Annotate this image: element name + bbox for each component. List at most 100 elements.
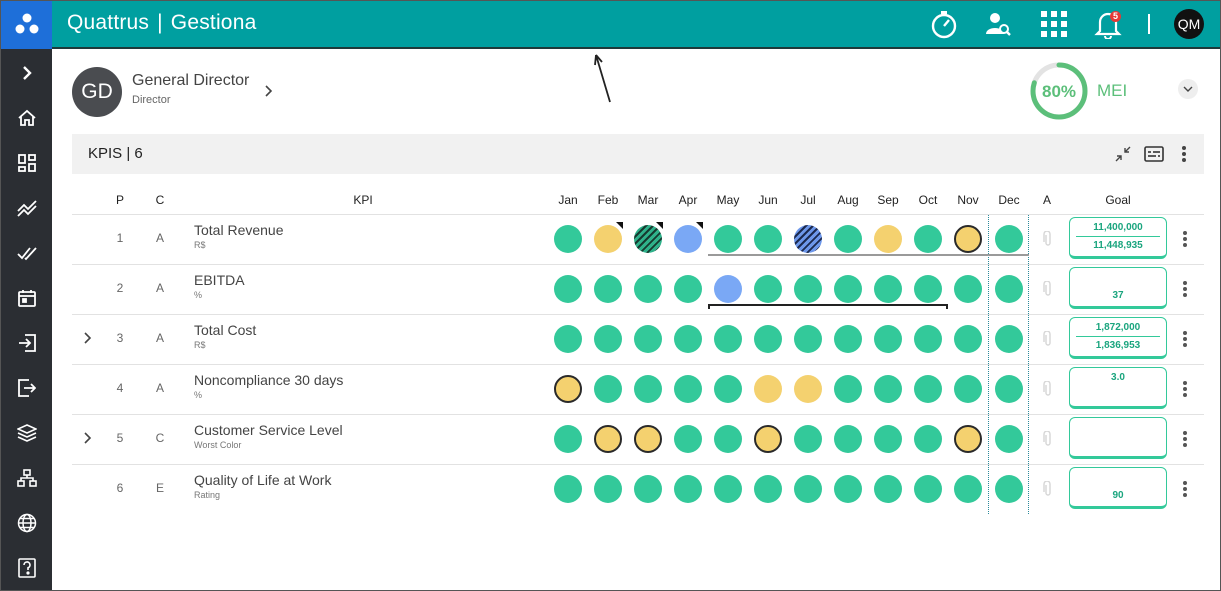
import-icon[interactable] <box>1 323 52 363</box>
status-dot-jul[interactable] <box>794 275 822 303</box>
status-dot-dec[interactable] <box>995 425 1023 453</box>
attachment-icon[interactable] <box>1043 480 1053 502</box>
status-dot-may[interactable] <box>714 325 742 353</box>
status-dot-sep[interactable] <box>874 275 902 303</box>
kpi-name-link[interactable]: Total Revenue <box>194 222 284 238</box>
row-more-options-icon[interactable] <box>1178 479 1192 499</box>
status-dot-dec[interactable] <box>995 325 1023 353</box>
timer-icon[interactable] <box>927 8 961 40</box>
goal-box[interactable]: 1,872,000 1,836,953 <box>1069 317 1167 359</box>
status-dot-jun[interactable] <box>754 425 782 453</box>
subtitles-icon[interactable] <box>1143 143 1165 165</box>
status-dot-apr[interactable] <box>674 375 702 403</box>
logo-icon[interactable] <box>1 1 52 49</box>
attachment-icon[interactable] <box>1043 380 1053 402</box>
status-dot-jan[interactable] <box>554 325 582 353</box>
status-dot-jan[interactable] <box>554 475 582 503</box>
status-dot-sep[interactable] <box>874 375 902 403</box>
status-dot-nov[interactable] <box>954 425 982 453</box>
goal-box[interactable]: 3.0 <box>1069 367 1167 409</box>
expand-sidebar-icon[interactable] <box>1 53 52 93</box>
chevron-down-icon[interactable] <box>1178 79 1198 99</box>
status-dot-mar[interactable] <box>634 475 662 503</box>
kpi-name-link[interactable]: Customer Service Level <box>194 422 343 438</box>
status-dot-jun[interactable] <box>754 375 782 403</box>
status-dot-oct[interactable] <box>914 425 942 453</box>
status-dot-feb[interactable] <box>594 225 622 253</box>
home-icon[interactable] <box>1 98 52 138</box>
status-dot-oct[interactable] <box>914 225 942 253</box>
row-more-options-icon[interactable] <box>1178 379 1192 399</box>
status-dot-oct[interactable] <box>914 275 942 303</box>
status-dot-feb[interactable] <box>594 375 622 403</box>
globe-icon[interactable] <box>1 503 52 543</box>
status-dot-sep[interactable] <box>874 475 902 503</box>
status-dot-nov[interactable] <box>954 375 982 403</box>
status-dot-aug[interactable] <box>834 325 862 353</box>
double-check-icon[interactable] <box>1 233 52 273</box>
attachment-icon[interactable] <box>1043 280 1053 302</box>
status-dot-may[interactable] <box>714 275 742 303</box>
expand-row-chevron-icon[interactable] <box>82 331 94 350</box>
row-more-options-icon[interactable] <box>1178 279 1192 299</box>
status-dot-sep[interactable] <box>874 425 902 453</box>
status-dot-jul[interactable] <box>794 475 822 503</box>
status-dot-jul[interactable] <box>794 225 822 253</box>
status-dot-may[interactable] <box>714 475 742 503</box>
notifications-bell-icon[interactable]: 5 <box>1091 8 1125 40</box>
status-dot-sep[interactable] <box>874 325 902 353</box>
status-dot-oct[interactable] <box>914 375 942 403</box>
status-dot-jan[interactable] <box>554 425 582 453</box>
status-dot-may[interactable] <box>714 225 742 253</box>
attachment-icon[interactable] <box>1043 430 1053 452</box>
row-more-options-icon[interactable] <box>1178 429 1192 449</box>
goal-box[interactable]: 37 <box>1069 267 1167 309</box>
status-dot-apr[interactable] <box>674 325 702 353</box>
status-dot-aug[interactable] <box>834 275 862 303</box>
status-dot-dec[interactable] <box>995 225 1023 253</box>
status-dot-feb[interactable] <box>594 325 622 353</box>
status-dot-apr[interactable] <box>674 225 702 253</box>
status-dot-nov[interactable] <box>954 225 982 253</box>
status-dot-feb[interactable] <box>594 475 622 503</box>
status-dot-mar[interactable] <box>634 325 662 353</box>
user-avatar[interactable]: QM <box>1174 9 1204 39</box>
person-name[interactable]: General Director <box>132 72 250 89</box>
status-dot-jan[interactable] <box>554 225 582 253</box>
collapse-icon[interactable] <box>1112 143 1134 165</box>
status-dot-nov[interactable] <box>954 475 982 503</box>
status-dot-feb[interactable] <box>594 275 622 303</box>
row-more-options-icon[interactable] <box>1178 329 1192 349</box>
status-dot-nov[interactable] <box>954 325 982 353</box>
status-dot-aug[interactable] <box>834 475 862 503</box>
chevron-right-icon[interactable] <box>263 83 275 104</box>
status-dot-jul[interactable] <box>794 325 822 353</box>
help-icon[interactable] <box>1 548 52 588</box>
status-dot-apr[interactable] <box>674 425 702 453</box>
status-dot-jun[interactable] <box>754 325 782 353</box>
row-more-options-icon[interactable] <box>1178 229 1192 249</box>
status-dot-aug[interactable] <box>834 425 862 453</box>
status-dot-dec[interactable] <box>995 375 1023 403</box>
status-dot-may[interactable] <box>714 375 742 403</box>
status-dot-oct[interactable] <box>914 475 942 503</box>
apps-grid-icon[interactable] <box>1037 8 1071 40</box>
status-dot-dec[interactable] <box>995 475 1023 503</box>
goal-box[interactable]: 90 <box>1069 467 1167 509</box>
goal-box[interactable]: 11,400,000 11,448,935 <box>1069 217 1167 259</box>
status-dot-mar[interactable] <box>634 375 662 403</box>
kpi-name-link[interactable]: Noncompliance 30 days <box>194 372 344 388</box>
status-dot-jan[interactable] <box>554 375 582 403</box>
kpi-name-link[interactable]: EBITDA <box>194 272 245 288</box>
status-dot-jan[interactable] <box>554 275 582 303</box>
status-dot-feb[interactable] <box>594 425 622 453</box>
status-dot-sep[interactable] <box>874 225 902 253</box>
status-dot-jun[interactable] <box>754 225 782 253</box>
status-dot-apr[interactable] <box>674 275 702 303</box>
status-dot-aug[interactable] <box>834 375 862 403</box>
person-avatar[interactable]: GD <box>72 67 122 117</box>
org-chart-icon[interactable] <box>1 458 52 498</box>
trend-icon[interactable] <box>1 188 52 228</box>
layers-icon[interactable] <box>1 413 52 453</box>
status-dot-jun[interactable] <box>754 475 782 503</box>
